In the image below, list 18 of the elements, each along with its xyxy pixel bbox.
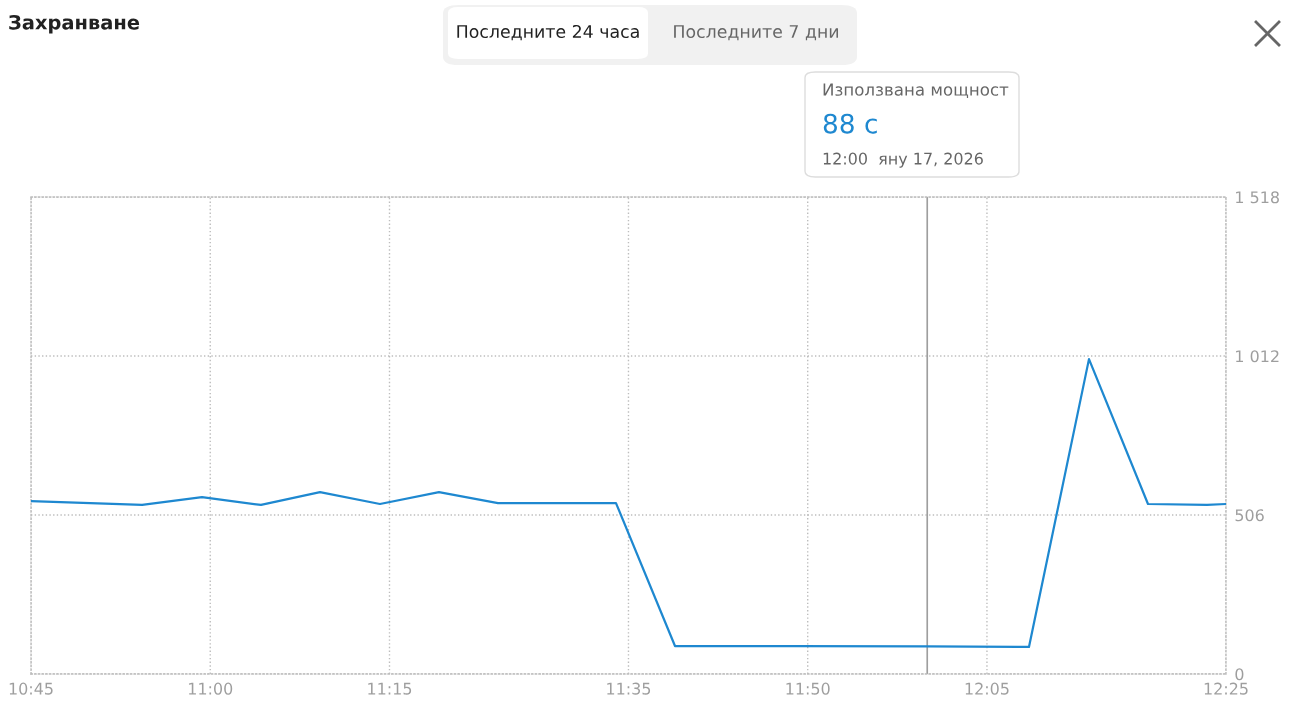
x-tick-label: 12:05 bbox=[965, 682, 1009, 695]
y-tick-label: 1 518 bbox=[1236, 191, 1279, 204]
x-tick-label: 12:25 bbox=[1204, 682, 1248, 695]
x-tick-label: 11:35 bbox=[607, 682, 651, 695]
text: Последните 7 дни bbox=[674, 25, 838, 41]
y-tick-label: 506 bbox=[1235, 509, 1264, 522]
x-tick-label: 11:50 bbox=[786, 682, 830, 695]
y-tick-label: 1 012 bbox=[1236, 350, 1279, 363]
text: Последните 24 часа bbox=[457, 24, 639, 41]
x-tick-label: 10:45 bbox=[9, 682, 53, 695]
text: 12:00 яну 17, 2026 bbox=[823, 152, 983, 168]
x-tick-label: 11:15 bbox=[368, 682, 412, 695]
text: 88 с bbox=[823, 113, 877, 134]
y-tick-label: 0 bbox=[1235, 668, 1244, 681]
x-tick-label: 11:00 bbox=[188, 682, 233, 695]
text: Използвана мощност bbox=[823, 83, 1009, 98]
line-series bbox=[31, 358, 1226, 649]
chart-title: Захранване bbox=[9, 14, 140, 34]
